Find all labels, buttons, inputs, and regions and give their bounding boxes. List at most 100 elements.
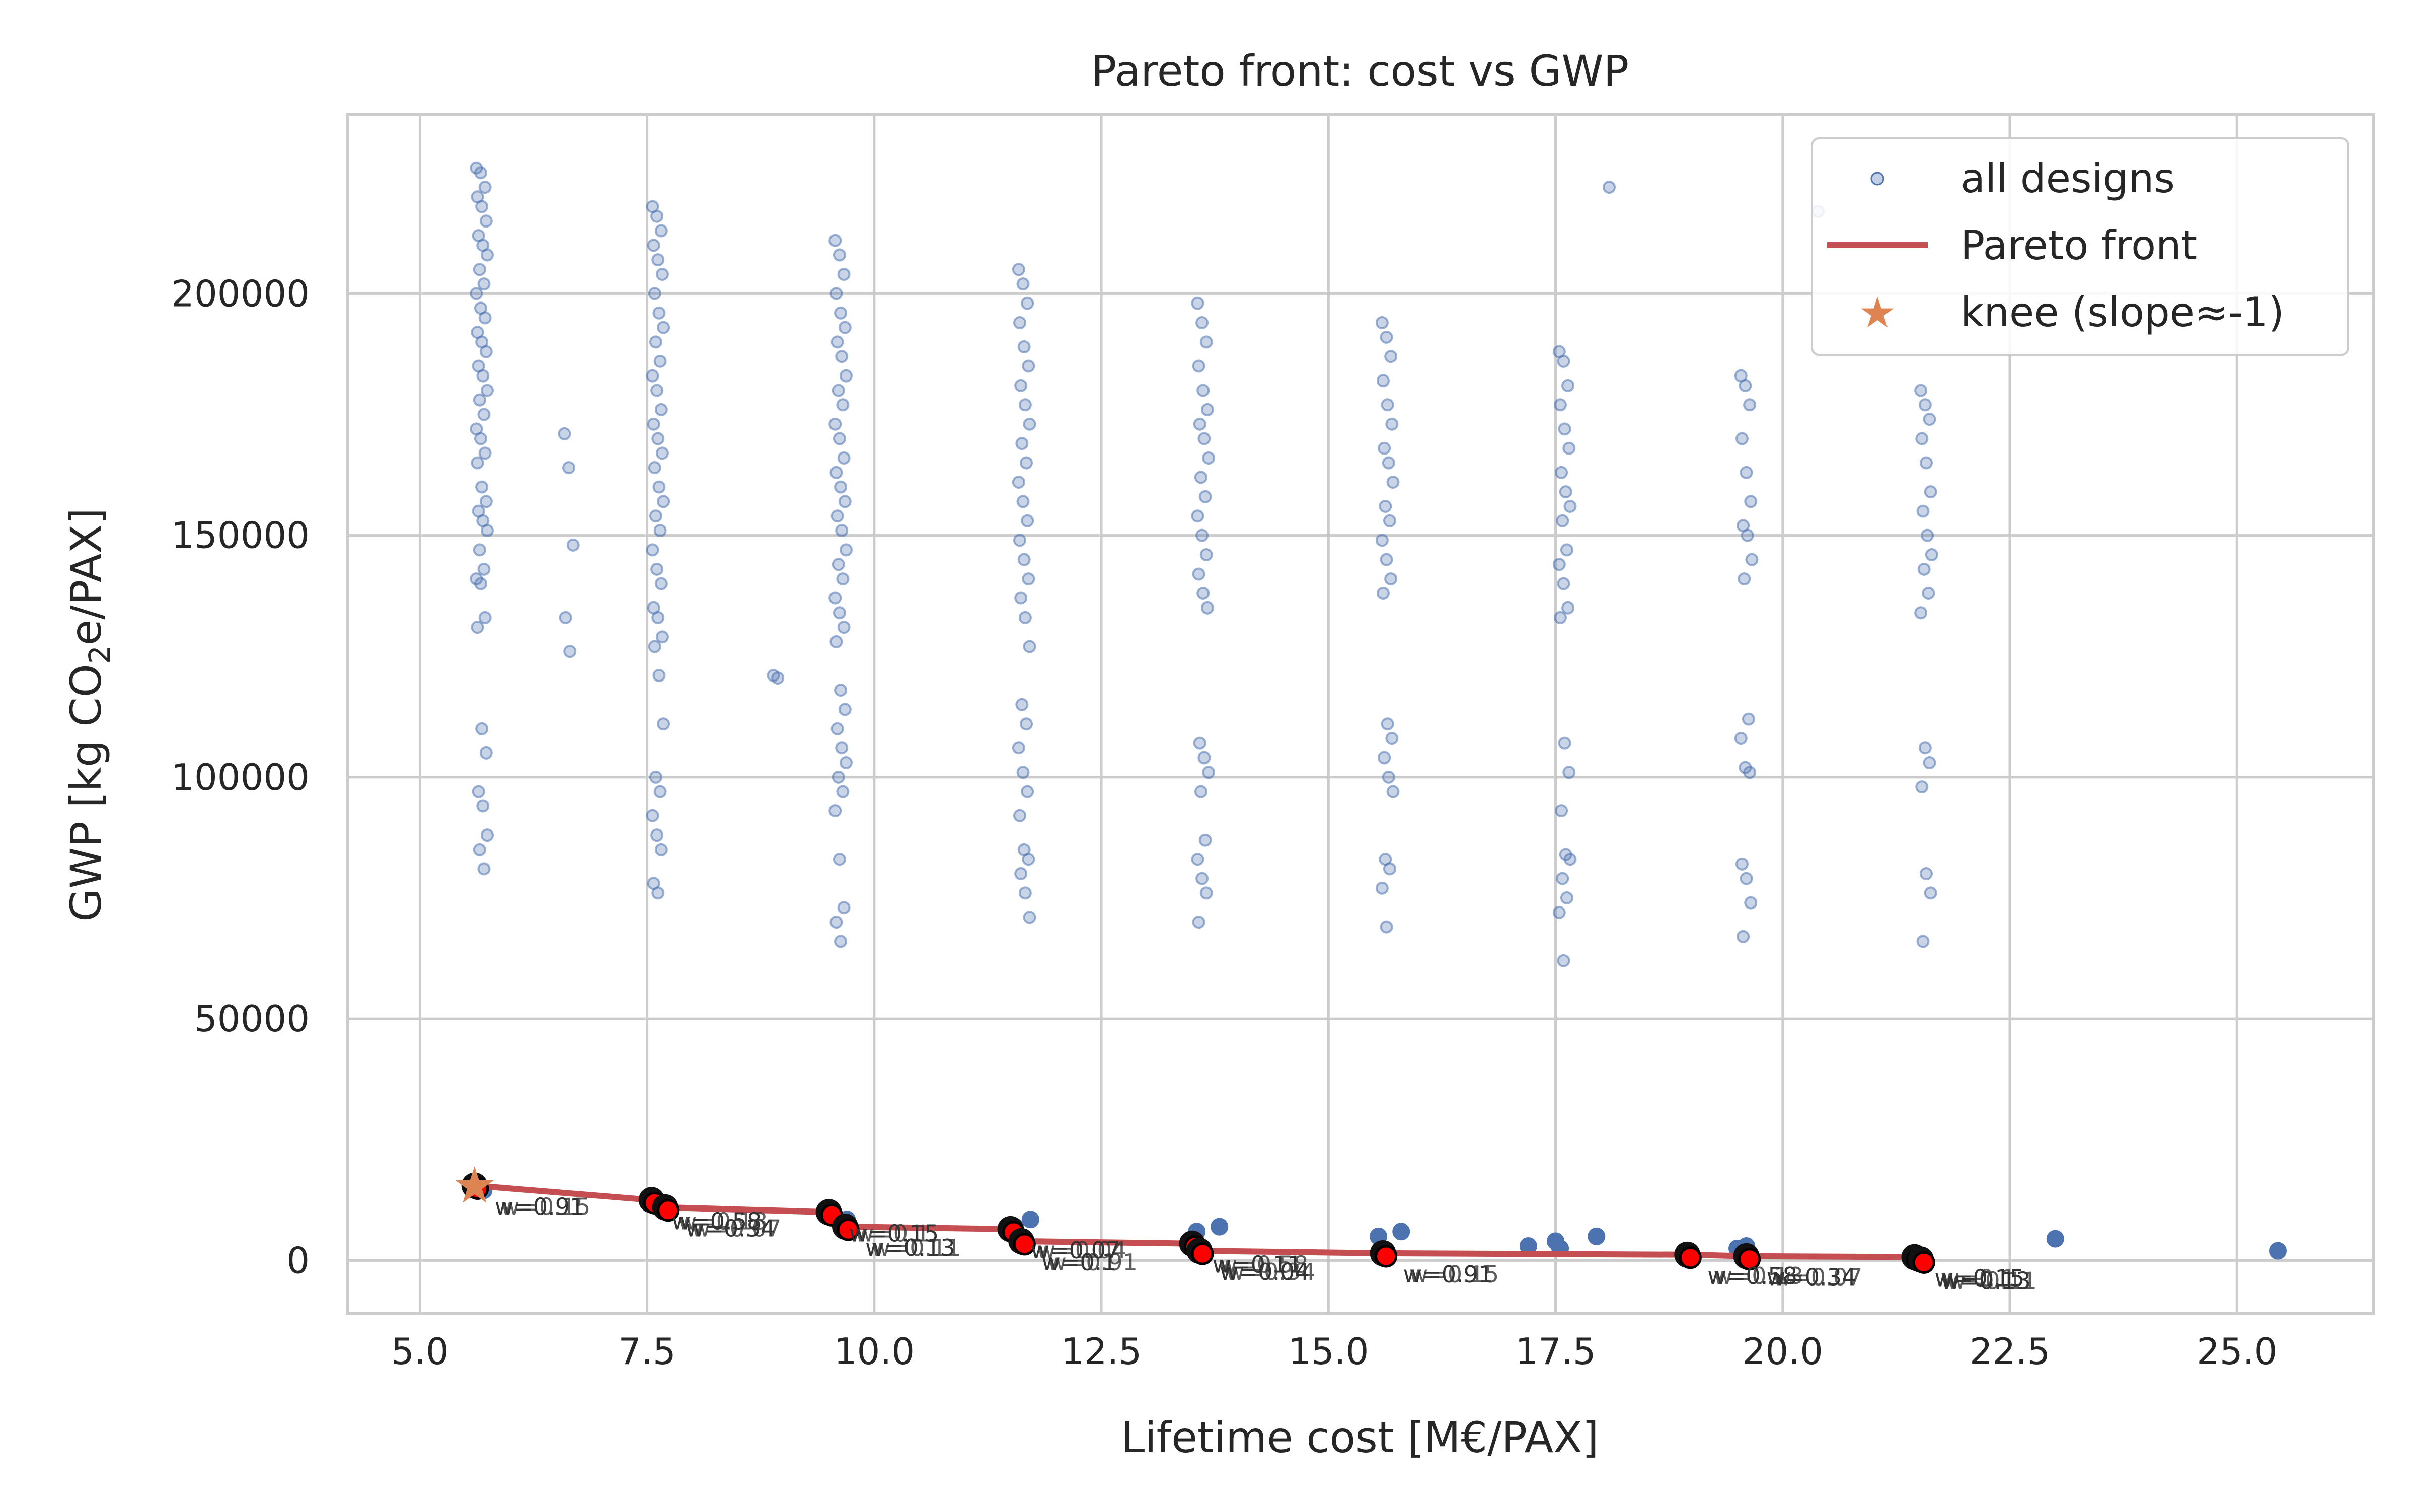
design-point	[1921, 528, 1934, 542]
design-point	[1378, 751, 1391, 765]
design-point	[1375, 534, 1389, 547]
design-point-low	[2269, 1242, 2287, 1260]
design-point	[647, 239, 660, 252]
x-tick-label: 5.0	[391, 1330, 449, 1373]
x-axis-label: Lifetime cost [M€/PAX]	[1121, 1413, 1599, 1462]
design-point	[1192, 359, 1205, 373]
design-point	[649, 335, 662, 349]
design-point	[1381, 717, 1394, 731]
design-point	[1199, 335, 1213, 349]
all-designs-series	[467, 161, 2287, 1260]
design-point	[558, 427, 571, 440]
design-point	[1738, 572, 1751, 586]
legend: all designs Pareto front ★ knee (slope≈-…	[1811, 137, 2349, 356]
design-point-low	[1392, 1223, 1410, 1241]
design-point	[1740, 872, 1753, 885]
design-point	[566, 538, 580, 552]
design-point	[653, 785, 667, 798]
design-point	[1198, 833, 1212, 847]
legend-label-pareto-front: Pareto front	[1960, 222, 2197, 269]
design-point	[648, 287, 661, 300]
design-point	[650, 209, 664, 223]
design-point	[1553, 611, 1567, 624]
weight-label: w=0.1	[1041, 1249, 1116, 1276]
design-point	[834, 306, 848, 320]
design-point	[1561, 379, 1575, 392]
design-point	[1012, 475, 1025, 489]
weight-label: w=0.13	[1941, 1267, 2031, 1294]
design-point	[1558, 736, 1571, 750]
design-point	[652, 480, 666, 494]
design-point	[653, 524, 667, 538]
design-point	[655, 630, 669, 644]
design-point	[1744, 896, 1758, 910]
weight-label: w=0.04	[1220, 1258, 1310, 1286]
design-point	[654, 843, 668, 856]
design-point	[1020, 717, 1033, 731]
design-point	[1742, 712, 1755, 726]
design-point	[1380, 330, 1393, 344]
weight-label: w=0.15	[849, 1220, 939, 1247]
design-point	[1384, 350, 1398, 363]
design-point	[1014, 591, 1028, 605]
design-point	[479, 495, 493, 508]
legend-marker-all-designs	[1870, 172, 1884, 186]
design-point	[651, 886, 665, 900]
design-point	[1013, 534, 1027, 547]
design-point	[1914, 384, 1928, 397]
design-point	[1376, 374, 1390, 388]
design-point	[1923, 756, 1936, 770]
y-axis-label-unit: e/PAX]	[61, 508, 111, 645]
design-point	[829, 916, 843, 929]
design-point	[830, 335, 844, 349]
design-point	[1191, 853, 1204, 866]
design-point	[475, 200, 489, 213]
design-point	[474, 166, 487, 180]
design-point	[1200, 403, 1214, 416]
design-point	[828, 234, 842, 247]
design-point-low	[1211, 1218, 1229, 1236]
design-point	[832, 384, 845, 397]
weight-label-overlap: w=0.91	[1047, 1249, 1138, 1276]
weight-label-overlap: w=0.07	[692, 1215, 782, 1242]
design-point	[1194, 785, 1207, 798]
design-point	[477, 277, 491, 291]
design-point	[1018, 886, 1032, 900]
design-point	[480, 384, 494, 397]
design-point	[839, 369, 853, 383]
design-point	[1553, 398, 1567, 412]
design-point	[476, 369, 490, 383]
design-point	[1923, 413, 1936, 426]
design-point	[1016, 766, 1030, 779]
design-point	[1563, 853, 1577, 866]
design-point	[835, 741, 849, 755]
design-point	[1740, 466, 1753, 479]
design-point	[771, 671, 785, 685]
design-point	[1745, 553, 1759, 566]
design-point	[1192, 916, 1205, 929]
weight-label: w=0.11	[1213, 1251, 1303, 1278]
design-point	[829, 466, 843, 479]
design-point	[837, 451, 851, 465]
design-point	[654, 577, 668, 590]
design-point	[651, 253, 665, 267]
weight-label-overlap: w=0.15	[501, 1193, 591, 1220]
design-point	[833, 606, 846, 620]
design-point	[1914, 606, 1928, 620]
design-point	[1382, 770, 1395, 784]
design-point	[1023, 911, 1036, 924]
weight-label: w=0.58	[1707, 1262, 1797, 1290]
design-point	[479, 746, 493, 760]
design-point	[834, 935, 848, 948]
design-point	[836, 572, 850, 586]
design-point	[471, 621, 484, 634]
design-point	[829, 287, 843, 300]
weight-label: w=0.91	[495, 1193, 585, 1220]
design-point	[1739, 379, 1752, 392]
design-point	[477, 562, 491, 576]
design-point	[1743, 766, 1757, 779]
design-point	[836, 785, 850, 798]
design-point	[473, 543, 486, 557]
design-point	[480, 524, 494, 538]
design-point	[830, 509, 844, 523]
